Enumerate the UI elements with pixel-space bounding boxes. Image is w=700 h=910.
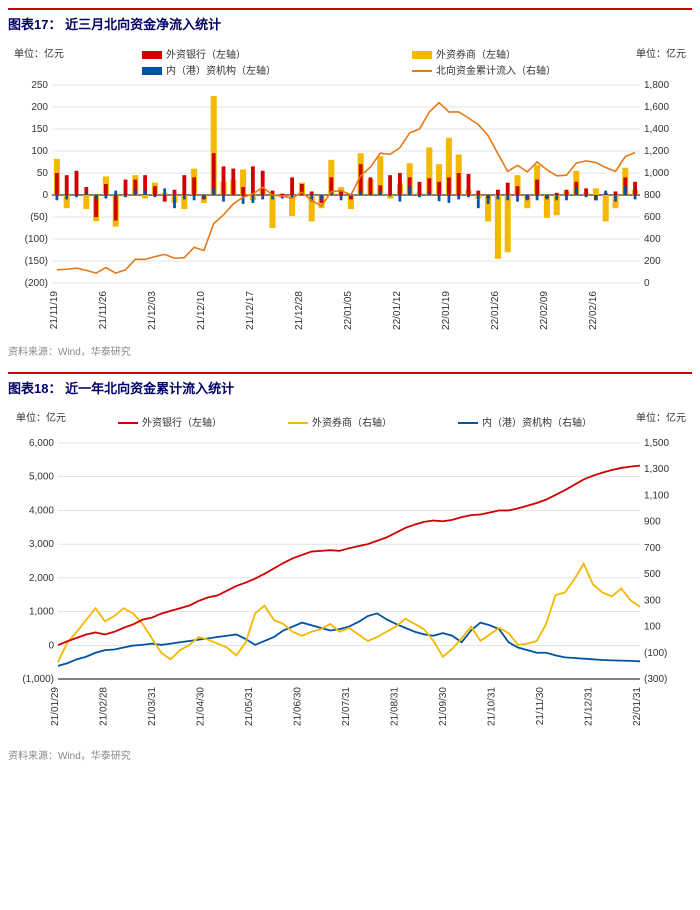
svg-text:单位：亿元: 单位：亿元 <box>636 411 686 424</box>
svg-text:(150): (150) <box>25 256 48 267</box>
svg-text:外资券商（右轴）: 外资券商（右轴） <box>312 416 392 429</box>
svg-text:21/03/31: 21/03/31 <box>147 687 158 726</box>
svg-text:200: 200 <box>31 102 48 113</box>
svg-text:内（港）资机构（左轴）: 内（港）资机构（左轴） <box>166 64 276 77</box>
svg-text:北向资金累计流入（右轴）: 北向资金累计流入（右轴） <box>436 64 556 77</box>
svg-text:0: 0 <box>48 640 54 651</box>
svg-text:21/05/31: 21/05/31 <box>244 687 255 726</box>
svg-text:1,600: 1,600 <box>644 102 669 113</box>
svg-text:21/12/31: 21/12/31 <box>584 687 595 726</box>
svg-text:100: 100 <box>644 622 661 633</box>
svg-text:单位：亿元: 单位：亿元 <box>16 411 66 424</box>
svg-text:内（港）资机构（右轴）: 内（港）资机构（右轴） <box>482 416 592 429</box>
svg-text:外资银行（左轴）: 外资银行（左轴） <box>166 48 246 61</box>
svg-text:(100): (100) <box>644 648 667 659</box>
svg-text:21/11/26: 21/11/26 <box>98 291 109 330</box>
svg-text:400: 400 <box>644 234 661 245</box>
svg-text:21/09/30: 21/09/30 <box>438 687 449 726</box>
chart17-panel: 图表17： 近三月北向资金净流入统计 (200) (150) (100) (50) 0 5… <box>8 8 692 358</box>
svg-text:(300): (300) <box>644 674 667 685</box>
svg-text:21/01/29: 21/01/29 <box>50 687 61 726</box>
svg-text:21/11/19: 21/11/19 <box>49 291 60 330</box>
svg-text:3,000: 3,000 <box>29 539 54 550</box>
svg-text:200: 200 <box>644 256 661 267</box>
svg-text:250: 250 <box>31 80 48 91</box>
svg-text:22/01/19: 22/01/19 <box>441 291 452 330</box>
svg-text:(50): (50) <box>30 212 48 223</box>
svg-text:21/06/30: 21/06/30 <box>293 687 304 726</box>
svg-text:0: 0 <box>644 278 650 289</box>
svg-text:外资银行（左轴）: 外资银行（左轴） <box>142 416 222 429</box>
svg-text:50: 50 <box>37 168 49 179</box>
svg-text:单位：亿元: 单位：亿元 <box>636 47 686 60</box>
svg-text:600: 600 <box>644 212 661 223</box>
svg-text:22/01/05: 22/01/05 <box>343 291 354 330</box>
svg-text:700: 700 <box>644 543 661 554</box>
svg-text:22/02/16: 22/02/16 <box>588 291 599 330</box>
svg-text:1,800: 1,800 <box>644 80 669 91</box>
svg-text:1,000: 1,000 <box>644 168 669 179</box>
svg-text:(100): (100) <box>25 234 48 245</box>
svg-text:1,500: 1,500 <box>644 438 669 449</box>
svg-text:21/12/03: 21/12/03 <box>147 291 158 330</box>
chart18-svg: (1,000) 0 1,000 2,000 3,000 4,000 5,000 6,000 (3… <box>8 405 692 745</box>
svg-text:21/12/28: 21/12/28 <box>294 291 305 330</box>
svg-text:(1,000): (1,000) <box>22 674 54 685</box>
svg-text:21/12/10: 21/12/10 <box>196 291 207 330</box>
svg-text:22/02/09: 22/02/09 <box>539 291 550 330</box>
svg-text:900: 900 <box>644 517 661 528</box>
svg-text:1,400: 1,400 <box>644 124 669 135</box>
chart18-title: 图表18： 近一年北向资金累计流入统计 <box>8 372 692 405</box>
svg-text:500: 500 <box>644 569 661 580</box>
svg-text:6,000: 6,000 <box>29 438 54 449</box>
chart18-source: 资料来源：Wind，华泰研究 <box>8 747 692 762</box>
svg-text:4,000: 4,000 <box>29 505 54 516</box>
svg-text:21/02/28: 21/02/28 <box>99 687 110 726</box>
svg-text:21/07/31: 21/07/31 <box>341 687 352 726</box>
svg-text:21/10/31: 21/10/31 <box>487 687 498 726</box>
chart17-source: 资料来源：Wind，华泰研究 <box>8 343 692 358</box>
svg-text:22/01/12: 22/01/12 <box>392 291 403 330</box>
svg-text:单位：亿元: 单位：亿元 <box>14 47 64 60</box>
svg-text:21/12/17: 21/12/17 <box>245 291 256 330</box>
svg-text:21/04/30: 21/04/30 <box>196 687 207 726</box>
chart17-svg: (200) (150) (100) (50) 0 50 100 150 200 250 0 200 40… <box>8 41 692 341</box>
svg-text:21/08/31: 21/08/31 <box>390 687 401 726</box>
svg-text:800: 800 <box>644 190 661 201</box>
chart18-panel: 图表18： 近一年北向资金累计流入统计 (1,000) 0 1,000 2,000 3,… <box>8 372 692 762</box>
svg-text:22/01/26: 22/01/26 <box>490 291 501 330</box>
svg-text:(200): (200) <box>25 278 48 289</box>
svg-text:21/11/30: 21/11/30 <box>535 687 546 726</box>
svg-text:22/01/31: 22/01/31 <box>632 687 643 726</box>
svg-text:150: 150 <box>31 124 48 135</box>
svg-text:1,000: 1,000 <box>29 607 54 618</box>
chart17-title: 图表17： 近三月北向资金净流入统计 <box>8 8 692 41</box>
svg-text:1,100: 1,100 <box>644 490 669 501</box>
svg-text:1,300: 1,300 <box>644 464 669 475</box>
svg-text:0: 0 <box>42 190 48 201</box>
svg-text:2,000: 2,000 <box>29 573 54 584</box>
svg-text:1,200: 1,200 <box>644 146 669 157</box>
svg-text:100: 100 <box>31 146 48 157</box>
svg-text:5,000: 5,000 <box>29 472 54 483</box>
svg-text:300: 300 <box>644 595 661 606</box>
svg-text:外资券商（左轴）: 外资券商（左轴） <box>436 48 516 61</box>
